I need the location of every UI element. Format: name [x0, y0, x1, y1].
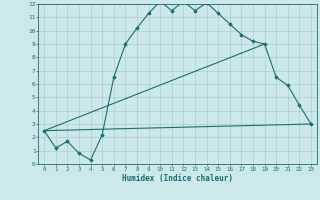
X-axis label: Humidex (Indice chaleur): Humidex (Indice chaleur) — [122, 174, 233, 183]
